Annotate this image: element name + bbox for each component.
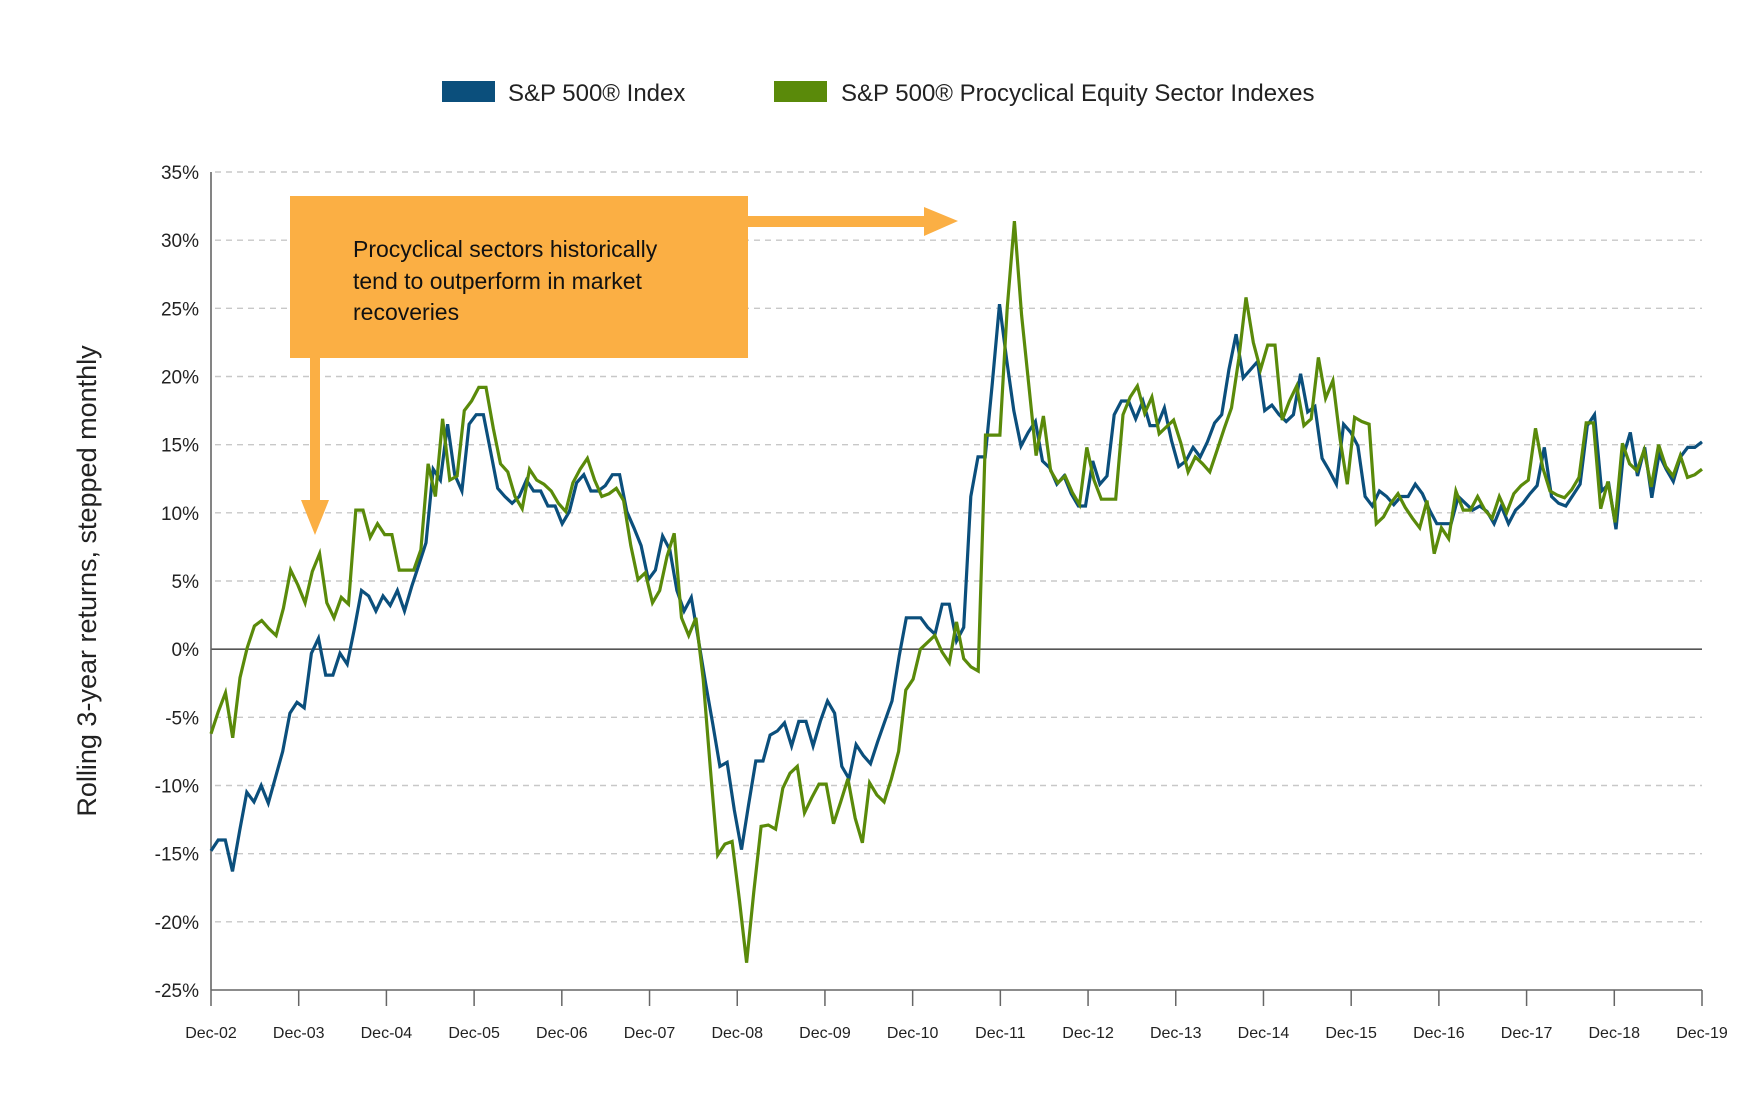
y-tick-label: 5% [172, 572, 200, 593]
y-tick-label: -20% [155, 913, 199, 934]
y-axis-ticks: 35% 30% 25% 20% 15% 10% 5% 0% -5% -10% -15% -20% -25… [155, 163, 199, 1002]
x-tick-label: Dec-09 [799, 1025, 851, 1042]
legend-label-sp500: S&P 500® Index [508, 80, 685, 107]
x-tick-label: Dec-02 [185, 1025, 237, 1042]
legend: S&P 500® Index S&P 500® Procyclical Equi… [442, 80, 1314, 107]
y-tick-label: 25% [161, 299, 199, 320]
y-tick-label: 10% [161, 504, 199, 525]
series-line-sp500 [209, 303, 1703, 872]
x-tick-label: Dec-15 [1325, 1025, 1377, 1042]
annotation-line-2: tend to outperform in market [353, 268, 643, 294]
legend-swatch-procyclical [774, 81, 827, 102]
arrow-down-icon [301, 356, 329, 535]
annotation-line-1: Procyclical sectors historically [353, 236, 658, 262]
x-tick-label: Dec-08 [711, 1025, 763, 1042]
x-tick-label: Dec-06 [536, 1025, 588, 1042]
legend-swatch-sp500 [442, 81, 495, 102]
x-tick-label: Dec-07 [624, 1025, 676, 1042]
x-tick-label: Dec-03 [273, 1025, 325, 1042]
annotation-callout: Procyclical sectors historically tend to… [290, 196, 958, 535]
x-tick-label: Dec-17 [1501, 1025, 1553, 1042]
y-tick-label: 35% [161, 163, 199, 184]
x-tick-label: Dec-16 [1413, 1025, 1465, 1042]
annotation-line-3: recoveries [353, 299, 459, 325]
legend-label-procyclical: S&P 500® Procyclical Equity Sector Index… [841, 80, 1314, 107]
x-tick-label: Dec-11 [975, 1025, 1025, 1042]
series-line-procyclical [209, 220, 1703, 963]
y-tick-label: -10% [155, 777, 199, 798]
x-axis-ticks: Dec-02 Dec-03 Dec-04 Dec-05 Dec-06 Dec-07 Dec-… [185, 990, 1728, 1042]
y-tick-label: -5% [165, 708, 199, 729]
y-tick-label: -15% [155, 845, 199, 866]
arrow-right-icon [746, 207, 958, 236]
series-layer [209, 220, 1703, 963]
annotation-box [290, 196, 748, 358]
x-tick-label: Dec-13 [1150, 1025, 1202, 1042]
x-tick-label: Dec-19 [1676, 1025, 1728, 1042]
y-tick-label: 30% [161, 231, 199, 252]
x-tick-label: Dec-18 [1589, 1025, 1641, 1042]
x-tick-label: Dec-12 [1062, 1025, 1114, 1042]
x-tick-label: Dec-04 [361, 1025, 413, 1042]
y-tick-label: 0% [172, 640, 200, 661]
x-tick-label: Dec-05 [448, 1025, 500, 1042]
y-tick-label: -25% [155, 981, 199, 1002]
y-tick-label: 15% [161, 436, 199, 457]
y-axis-title: Rolling 3-year returns, stepped monthly [72, 345, 102, 817]
x-tick-label: Dec-10 [887, 1025, 939, 1042]
y-tick-label: 20% [161, 368, 199, 389]
x-tick-label: Dec-14 [1238, 1025, 1290, 1042]
